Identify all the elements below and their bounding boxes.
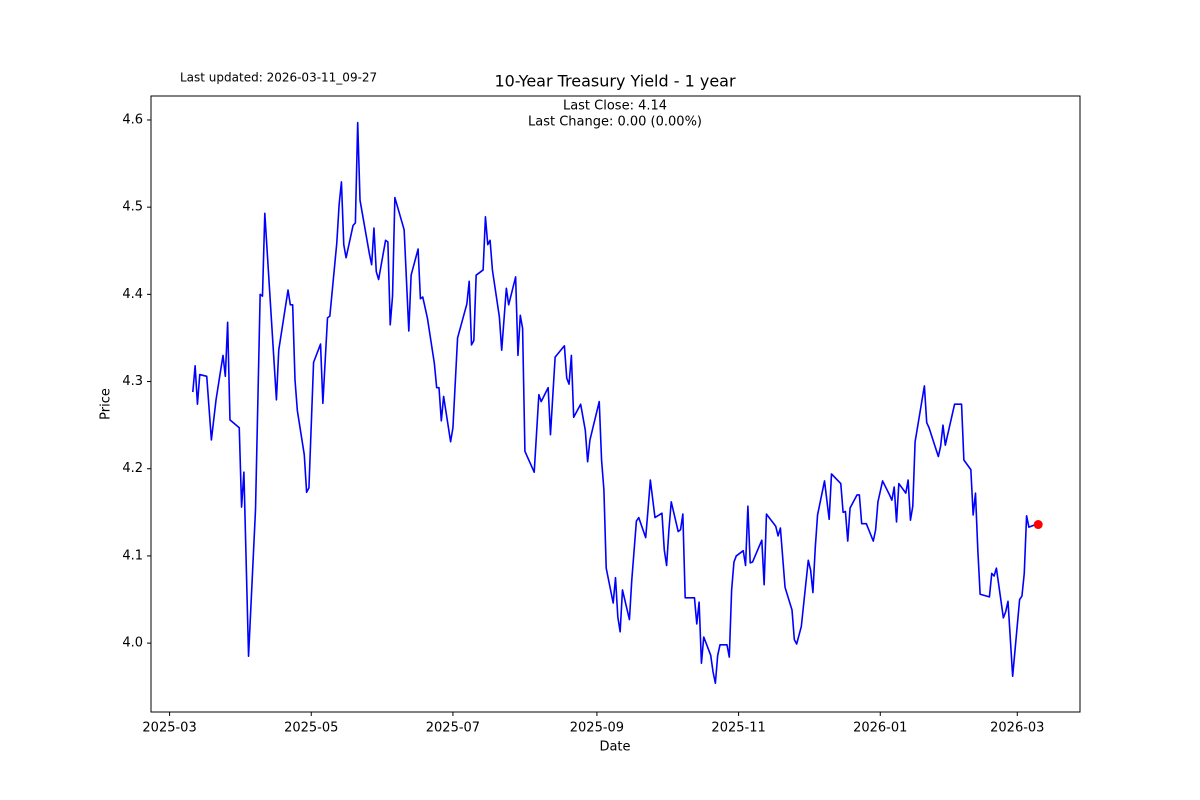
updated-label: Last updated: 2026-03-11_09-27 — [180, 71, 377, 85]
plot-frame — [150, 95, 1081, 713]
x-tick-label: 2025-07 — [426, 721, 480, 736]
y-tick-label: 4.1 — [122, 548, 143, 563]
x-tick-label: 2025-03 — [142, 721, 196, 736]
price-line — [192, 121, 1039, 685]
y-tick-label: 4.6 — [122, 112, 143, 127]
x-tick-label: 2025-05 — [284, 721, 338, 736]
annotation: Last Close: 4.14 — [563, 99, 667, 114]
last-point — [1033, 520, 1043, 530]
y-tick-label: 4.0 — [122, 636, 143, 651]
x-tick-label: 2025-09 — [570, 721, 624, 736]
y-tick-label: 4.3 — [122, 374, 143, 389]
x-tick-label: 2026-03 — [990, 721, 1044, 736]
y-tick-label: 4.2 — [122, 461, 143, 476]
chart-title: 10-Year Treasury Yield - 1 year — [494, 72, 736, 91]
x-tick-label: 2025-11 — [711, 721, 765, 736]
y-axis-label: Price — [99, 388, 114, 420]
y-tick-label: 4.4 — [122, 287, 143, 302]
y-tick-label: 4.5 — [122, 200, 143, 215]
x-tick-label: 2026-01 — [853, 721, 907, 736]
annotation: Last Change: 0.00 (0.00%) — [528, 115, 702, 130]
x-axis-label: Date — [599, 740, 630, 755]
